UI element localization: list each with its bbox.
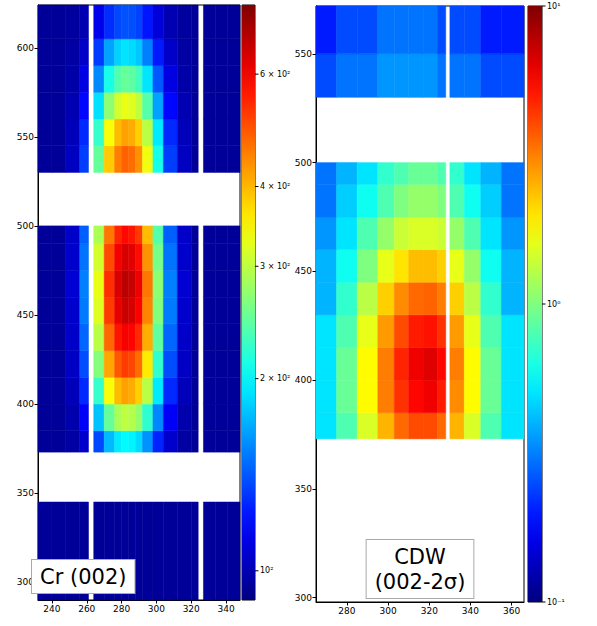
svg-text:320: 320: [421, 606, 438, 616]
svg-text:10²: 10²: [260, 566, 273, 575]
svg-text:300: 300: [148, 604, 165, 614]
svg-text:10⁻¹: 10⁻¹: [547, 598, 565, 607]
svg-text:300: 300: [379, 606, 396, 616]
svg-text:340: 340: [462, 606, 479, 616]
svg-text:400: 400: [17, 399, 34, 409]
svg-text:350: 350: [295, 484, 312, 494]
svg-text:340: 340: [217, 604, 234, 614]
svg-text:300: 300: [16, 577, 34, 588]
svg-text:6 × 10²: 6 × 10²: [260, 70, 290, 79]
svg-text:550: 550: [17, 132, 34, 142]
svg-text:450: 450: [17, 310, 34, 320]
svg-text:280: 280: [113, 604, 130, 614]
svg-text:240: 240: [43, 604, 60, 614]
svg-text:10⁰: 10⁰: [547, 300, 560, 309]
svg-text:350: 350: [17, 488, 34, 498]
svg-text:4 × 10²: 4 × 10²: [260, 182, 290, 191]
svg-text:260: 260: [78, 604, 95, 614]
svg-text:500: 500: [295, 158, 312, 168]
svg-text:300: 300: [295, 593, 312, 603]
svg-text:(002-2σ): (002-2σ): [375, 570, 466, 594]
svg-text:550: 550: [295, 49, 312, 59]
svg-text:500: 500: [17, 221, 34, 231]
svg-text:450: 450: [295, 266, 312, 276]
svg-text:Cr (002): Cr (002): [40, 565, 126, 589]
svg-text:360: 360: [503, 606, 520, 616]
svg-text:280: 280: [338, 606, 355, 616]
svg-text:400: 400: [295, 375, 312, 385]
svg-text:320: 320: [183, 604, 200, 614]
svg-text:CDW: CDW: [394, 545, 446, 569]
svg-text:600: 600: [17, 43, 34, 53]
svg-text:10¹: 10¹: [547, 2, 560, 11]
svg-text:3 × 10²: 3 × 10²: [260, 262, 290, 271]
svg-text:2 × 10²: 2 × 10²: [260, 374, 290, 383]
